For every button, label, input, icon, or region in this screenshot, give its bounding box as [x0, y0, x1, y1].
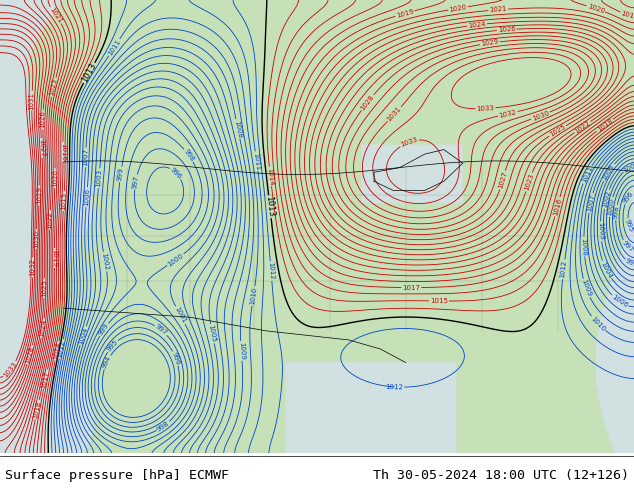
Text: 1024: 1024	[468, 21, 486, 29]
Text: 1028: 1028	[25, 345, 36, 364]
Text: 1022: 1022	[573, 120, 592, 135]
Text: 1013: 1013	[264, 196, 276, 218]
Text: 1031: 1031	[386, 105, 403, 123]
Text: 1021: 1021	[48, 6, 63, 25]
Text: 999: 999	[98, 322, 110, 337]
Text: 1022: 1022	[47, 211, 53, 229]
Text: 1032: 1032	[30, 258, 36, 276]
Text: 1029: 1029	[36, 186, 42, 204]
Text: 1030: 1030	[531, 110, 550, 122]
Text: 1017: 1017	[41, 370, 50, 389]
Text: 1000: 1000	[167, 252, 184, 268]
Text: 1002: 1002	[101, 252, 110, 271]
Text: 1003: 1003	[597, 222, 604, 241]
Text: 1020: 1020	[52, 169, 58, 187]
Text: 996: 996	[622, 190, 634, 204]
Text: 1000: 1000	[606, 197, 615, 217]
Text: 1026: 1026	[40, 110, 46, 128]
Text: 1018: 1018	[596, 118, 614, 133]
Text: 998: 998	[183, 148, 195, 163]
Text: 1018: 1018	[32, 400, 42, 419]
Text: 1021: 1021	[489, 6, 507, 13]
Text: 1024: 1024	[39, 319, 47, 337]
Text: 1027: 1027	[38, 139, 45, 157]
Text: 1010: 1010	[249, 287, 258, 305]
Text: 1008: 1008	[233, 120, 243, 138]
Text: 1009: 1009	[580, 279, 592, 298]
Text: 1020: 1020	[586, 3, 605, 14]
Text: 1011: 1011	[252, 152, 261, 171]
Text: 997: 997	[154, 323, 168, 337]
Text: 998: 998	[612, 205, 620, 220]
Text: 1006: 1006	[83, 188, 91, 206]
Text: 997: 997	[621, 240, 634, 253]
Text: 1014: 1014	[52, 342, 61, 360]
Text: 1031: 1031	[29, 92, 35, 110]
Text: 1015: 1015	[60, 192, 67, 210]
Text: 1032: 1032	[498, 109, 517, 119]
Text: 1012: 1012	[385, 384, 403, 390]
Text: 1013: 1013	[80, 61, 98, 84]
Text: 996: 996	[169, 166, 183, 180]
Text: 1033: 1033	[476, 105, 495, 112]
Text: 1033: 1033	[3, 361, 18, 379]
Text: 1017: 1017	[403, 285, 420, 291]
Text: 1011: 1011	[580, 165, 593, 184]
Text: 1015: 1015	[430, 298, 448, 304]
Text: 1019: 1019	[51, 249, 58, 267]
Text: 1012: 1012	[56, 340, 66, 358]
Text: 998: 998	[156, 420, 171, 433]
Text: 1010: 1010	[590, 315, 606, 332]
Text: 1020: 1020	[449, 4, 467, 13]
Text: 1029: 1029	[481, 39, 499, 48]
Text: 1033: 1033	[400, 136, 418, 148]
Text: 997: 997	[132, 175, 139, 189]
Text: 1003: 1003	[96, 169, 103, 188]
Text: 999: 999	[624, 258, 634, 269]
Text: 1014: 1014	[266, 167, 275, 186]
Text: 995: 995	[106, 339, 119, 353]
Text: 1028: 1028	[359, 94, 375, 111]
Text: 999: 999	[117, 168, 124, 182]
Text: 1007: 1007	[82, 148, 89, 167]
Text: 1025: 1025	[41, 279, 48, 297]
Text: Th 30-05-2024 18:00 UTC (12+126): Th 30-05-2024 18:00 UTC (12+126)	[373, 469, 629, 482]
Text: 1012: 1012	[268, 262, 275, 280]
Text: 1016: 1016	[60, 143, 66, 161]
Text: 1026: 1026	[498, 26, 516, 33]
Text: 1016: 1016	[552, 197, 562, 216]
Text: 996: 996	[171, 351, 181, 366]
Text: 1025: 1025	[548, 123, 567, 138]
Text: 994: 994	[101, 355, 112, 369]
Text: 1001: 1001	[623, 160, 634, 173]
Text: 1023: 1023	[523, 172, 534, 192]
Text: Surface pressure [hPa] ECMWF: Surface pressure [hPa] ECMWF	[5, 469, 229, 482]
Text: 1009: 1009	[238, 342, 245, 360]
Text: 1005: 1005	[601, 163, 616, 181]
Text: 1007: 1007	[586, 194, 595, 212]
Text: 995: 995	[624, 219, 634, 233]
Text: 1002: 1002	[601, 190, 611, 209]
Text: 1019: 1019	[396, 8, 415, 19]
Text: 1027: 1027	[497, 171, 508, 190]
Text: 1005: 1005	[208, 324, 217, 343]
Text: 1011: 1011	[107, 38, 122, 56]
Text: 1023: 1023	[49, 78, 58, 97]
Text: 1012: 1012	[560, 260, 567, 278]
Text: 1030: 1030	[33, 230, 39, 248]
Text: 1006: 1006	[611, 294, 629, 309]
Text: 1001: 1001	[173, 306, 187, 324]
Text: 1004: 1004	[77, 326, 89, 345]
Text: 1008: 1008	[581, 238, 587, 256]
Text: 1004: 1004	[600, 261, 613, 279]
Text: 1019: 1019	[620, 10, 634, 21]
